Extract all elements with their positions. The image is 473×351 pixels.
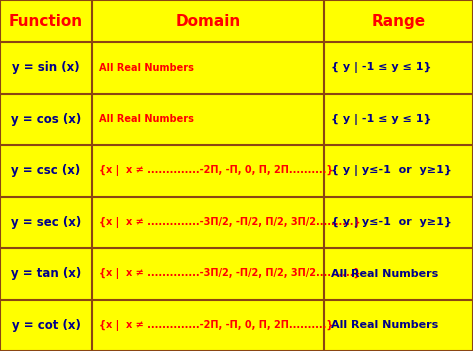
Text: { y | y≤-1  or  y≥1}: { y | y≤-1 or y≥1}: [331, 217, 452, 228]
Text: {x |  x ≠ ..............-2Π, -Π, 0, Π, 2Π..........}: {x | x ≠ ..............-2Π, -Π, 0, Π, 2Π…: [99, 320, 334, 331]
Text: { y | y≤-1  or  y≥1}: { y | y≤-1 or y≥1}: [331, 165, 452, 176]
Text: y = cos (x): y = cos (x): [11, 113, 81, 126]
Text: y = csc (x): y = csc (x): [11, 164, 81, 177]
Text: All Real Numbers: All Real Numbers: [99, 114, 194, 124]
Text: y = sin (x): y = sin (x): [12, 61, 80, 74]
Text: Range: Range: [371, 14, 426, 28]
Text: Function: Function: [9, 14, 83, 28]
Text: y = tan (x): y = tan (x): [11, 267, 81, 280]
Text: y = cot (x): y = cot (x): [12, 319, 80, 332]
Text: All Real Numbers: All Real Numbers: [331, 320, 438, 330]
Text: y = sec (x): y = sec (x): [11, 216, 81, 229]
Text: { y | -1 ≤ y ≤ 1}: { y | -1 ≤ y ≤ 1}: [331, 62, 431, 73]
Text: {x |  x ≠ ..............-3Π/2, -Π/2, Π/2, 3Π/2..........}: {x | x ≠ ..............-3Π/2, -Π/2, Π/2,…: [99, 268, 361, 279]
Text: Domain: Domain: [175, 14, 241, 28]
Text: { y | -1 ≤ y ≤ 1}: { y | -1 ≤ y ≤ 1}: [331, 114, 431, 125]
Text: All Real Numbers: All Real Numbers: [99, 63, 194, 73]
Text: All Real Numbers: All Real Numbers: [331, 269, 438, 279]
Text: {x |  x ≠ ..............-3Π/2, -Π/2, Π/2, 3Π/2..........}: {x | x ≠ ..............-3Π/2, -Π/2, Π/2,…: [99, 217, 361, 228]
Text: {x |  x ≠ ..............-2Π, -Π, 0, Π, 2Π..........}: {x | x ≠ ..............-2Π, -Π, 0, Π, 2Π…: [99, 165, 334, 176]
